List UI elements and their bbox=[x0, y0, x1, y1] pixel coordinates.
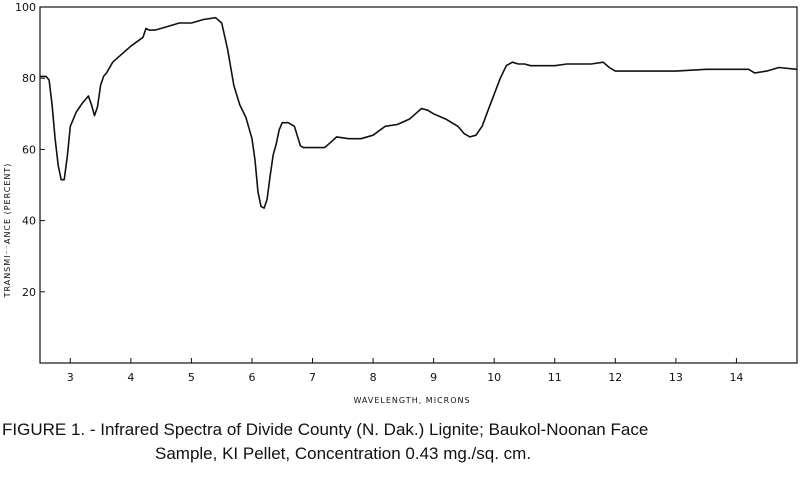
x-tick-label: 8 bbox=[370, 371, 377, 384]
x-tick-label: 4 bbox=[127, 371, 134, 384]
spectrum-series bbox=[40, 16, 798, 209]
x-axis-ticks: 3 4 5 6 7 8 9 10 11 12 13 14 bbox=[67, 358, 743, 384]
y-tick-label: 20 bbox=[22, 286, 36, 299]
x-tick-label: 7 bbox=[309, 371, 316, 384]
x-axis-label: WAVELENGTH, MICRONS bbox=[353, 396, 470, 405]
x-tick-label: 10 bbox=[487, 371, 501, 384]
spectrum-chart: 20 40 60 80 100 3 4 5 6 7 8 9 10 11 12 13 14 TRANSMI⁻⁻A… bbox=[3, 1, 798, 405]
caption-line-1: FIGURE 1. - Infrared Spectra of Divide C… bbox=[2, 420, 649, 439]
y-axis-label: TRANSMI⁻⁻ANCE (PERCENT) bbox=[3, 163, 12, 299]
figure-caption: FIGURE 1. - Infrared Spectra of Divide C… bbox=[2, 418, 798, 466]
x-tick-label: 9 bbox=[430, 371, 437, 384]
caption-line-2: Sample, KI Pellet, Concentration 0.43 mg… bbox=[155, 444, 532, 463]
x-tick-label: 5 bbox=[188, 371, 195, 384]
x-tick-label: 6 bbox=[248, 371, 255, 384]
y-tick-label: 80 bbox=[22, 72, 36, 85]
x-tick-label: 13 bbox=[669, 371, 683, 384]
transmittance-line bbox=[40, 16, 798, 209]
x-tick-label: 12 bbox=[608, 371, 622, 384]
y-tick-label: 60 bbox=[22, 143, 36, 156]
plot-frame bbox=[39, 6, 798, 364]
y-tick-label: 40 bbox=[22, 215, 36, 228]
x-tick-label: 11 bbox=[548, 371, 562, 384]
x-tick-label: 14 bbox=[729, 371, 743, 384]
y-axis-ticks: 20 40 60 80 100 bbox=[15, 1, 45, 299]
y-tick-label: 100 bbox=[15, 1, 36, 14]
plot-border bbox=[39, 6, 798, 364]
x-tick-label: 3 bbox=[67, 371, 74, 384]
